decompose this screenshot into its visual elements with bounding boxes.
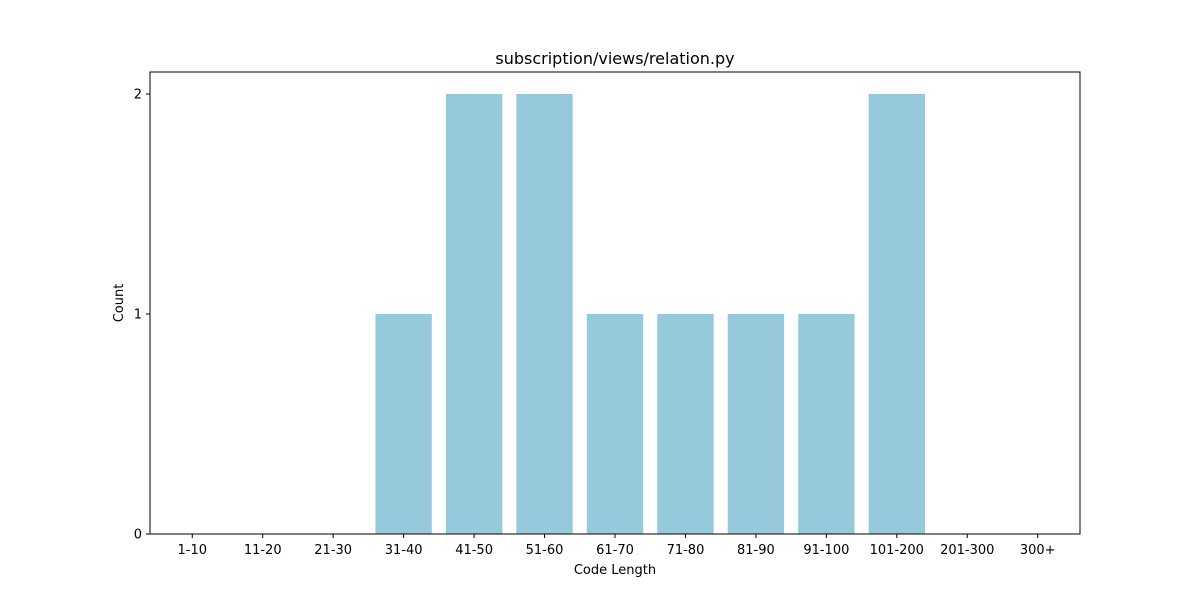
x-axis-ticks: 1-10 11-20 21-30 31-40 41-50 51-60 61-70 71-80 8… [178,534,1056,558]
bar-51-60 [516,94,573,534]
y-axis-label: Count [112,284,127,323]
bar-71-80 [657,314,714,534]
bar-31-40 [375,314,432,534]
bar-81-90 [727,314,785,534]
x-tick-label: 71-80 [667,543,705,558]
bar-101-200 [868,94,925,534]
x-tick-label: 21-30 [314,543,352,558]
y-tick-label: 1 [134,308,142,323]
bar-91-100 [798,314,855,534]
x-tick-label: 1-10 [178,543,208,558]
chart-title: subscription/views/relation.py [495,49,734,68]
x-tick-label: 61-70 [596,543,634,558]
x-tick-label: 201-300 [940,543,994,558]
x-tick-label: 91-100 [803,543,849,558]
x-tick-label: 300+ [1020,543,1056,558]
x-tick-label: 81-90 [737,543,775,558]
bar-61-70 [586,314,644,534]
y-tick-label: 2 [134,88,142,103]
x-tick-label: 41-50 [455,543,493,558]
bar-41-50 [445,94,503,534]
x-tick-label: 11-20 [244,543,282,558]
x-tick-label: 101-200 [870,543,924,558]
x-tick-label: 51-60 [526,543,564,558]
x-axis-label: Code Length [574,563,656,578]
bars-group [375,94,925,534]
y-axis-ticks: 0 1 2 [134,88,150,543]
x-tick-label: 31-40 [385,543,423,558]
y-tick-label: 0 [134,528,142,543]
